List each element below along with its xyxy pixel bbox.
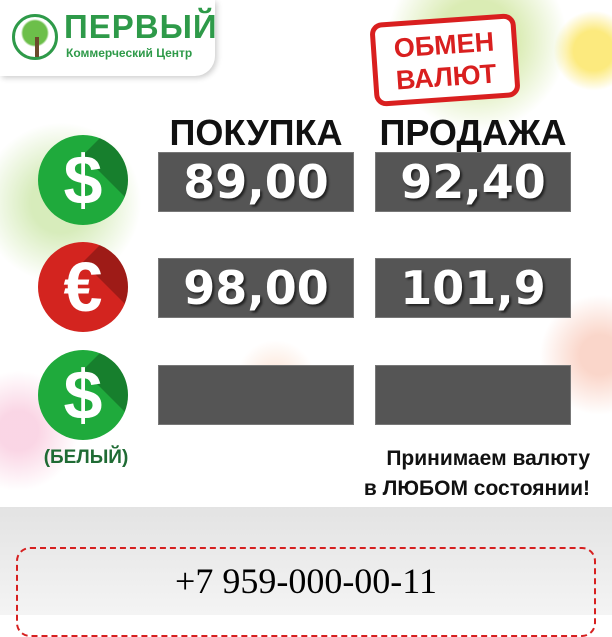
eur-sell-rate: 101,9 xyxy=(375,258,571,318)
eur-buy-rate: 98,00 xyxy=(158,258,354,318)
dollar-icon: $ xyxy=(38,350,128,440)
brand-name: ПЕРВЫЙ xyxy=(64,8,218,45)
usd-white-sell-rate xyxy=(375,365,571,425)
buy-header: ПОКУПКА xyxy=(169,112,343,153)
usd-buy-rate: 89,00 xyxy=(158,152,354,212)
euro-icon: € xyxy=(38,242,128,332)
usd-sell-rate: 92,40 xyxy=(375,152,571,212)
sell-header: ПРОДАЖА xyxy=(379,112,567,153)
brand-subtitle: Коммерческий Центр xyxy=(66,46,193,60)
phone-number[interactable]: +7 959-000-00-11 xyxy=(175,561,437,601)
dollar-icon: $ xyxy=(38,135,128,225)
tagline: Принимаем валюту в ЛЮБОМ состоянии! xyxy=(364,444,590,504)
tagline-line-1: Принимаем валюту xyxy=(386,447,590,470)
exchange-stamp: ОБМЕН ВАЛЮТ xyxy=(369,13,521,107)
white-dollar-label: (БЕЛЫЙ) xyxy=(43,447,129,468)
logo: ПЕРВЫЙ Коммерческий Центр xyxy=(0,0,218,76)
tagline-line-2: в ЛЮБОМ состоянии! xyxy=(363,477,590,500)
footer xyxy=(0,507,612,615)
usd-white-buy-rate xyxy=(158,365,354,425)
tree-icon xyxy=(12,14,58,60)
